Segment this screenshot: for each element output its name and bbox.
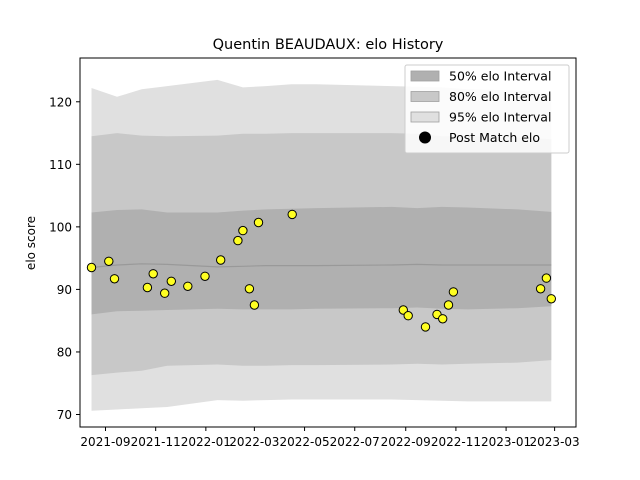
post-match-elo-point bbox=[253, 217, 264, 228]
post-match-elo-point bbox=[420, 322, 431, 332]
x-tick-label: 2022-09 bbox=[381, 435, 431, 449]
y-tick-label: 90 bbox=[57, 283, 72, 297]
x-tick-label: 2022-07 bbox=[330, 435, 380, 449]
post-match-elo-point bbox=[104, 256, 114, 266]
band-50-interval bbox=[91, 206, 552, 315]
x-tick-label: 2023-03 bbox=[530, 435, 580, 449]
y-tick-label: 70 bbox=[57, 408, 72, 422]
post-match-elo-point bbox=[249, 300, 260, 310]
legend-box bbox=[404, 64, 570, 154]
post-match-elo-point bbox=[287, 209, 297, 220]
x-tick-label: 2021-11 bbox=[131, 435, 181, 449]
legend-marker bbox=[419, 131, 431, 144]
post-match-elo-point bbox=[109, 274, 120, 284]
legend-label: 50% elo Interval bbox=[449, 69, 551, 84]
legend-label: 80% elo Interval bbox=[449, 89, 551, 104]
post-match-elo-point bbox=[148, 269, 158, 279]
chart-title: Quentin BEAUDAUX: elo History bbox=[213, 37, 444, 53]
post-match-elo-point bbox=[142, 282, 153, 293]
axes-frame bbox=[79, 57, 577, 428]
median-line bbox=[91, 263, 552, 269]
post-match-elo-point bbox=[443, 300, 454, 310]
post-match-elo-point bbox=[233, 235, 243, 246]
post-match-elo-point bbox=[160, 288, 170, 298]
legend-swatch bbox=[410, 91, 440, 102]
post-match-elo-point bbox=[200, 271, 210, 281]
y-tick-label: 110 bbox=[49, 158, 72, 172]
post-match-elo-point bbox=[238, 225, 248, 236]
y-tick-label: 100 bbox=[49, 220, 72, 234]
post-match-elo-point bbox=[86, 262, 97, 273]
post-match-elo-point bbox=[403, 311, 413, 321]
legend-swatch bbox=[410, 70, 440, 82]
legend-label: Post Match elo bbox=[449, 130, 540, 145]
legend-swatch bbox=[410, 111, 440, 123]
x-tick-label: 2023-01 bbox=[481, 435, 531, 449]
x-tick-label: 2022-11 bbox=[431, 435, 481, 449]
post-match-elo-point bbox=[183, 281, 193, 291]
post-match-elo-point bbox=[535, 284, 546, 294]
post-match-elo-point bbox=[438, 314, 448, 324]
legend: 50% elo Interval 80% elo Interval 95% elo … bbox=[404, 64, 570, 154]
post-match-elo-point bbox=[166, 276, 177, 286]
x-tick-label: 2021-09 bbox=[80, 435, 130, 449]
y-axis-label: elo score bbox=[24, 216, 38, 270]
post-match-elo-point bbox=[244, 284, 255, 294]
post-match-elo-point bbox=[448, 287, 459, 297]
y-tick-label: 120 bbox=[49, 95, 72, 109]
plot-area bbox=[86, 79, 556, 411]
post-match-elo-point bbox=[216, 255, 226, 265]
y-tick-label: 80 bbox=[57, 345, 72, 359]
post-match-elo-point bbox=[541, 273, 552, 283]
x-tick-label: 2022-01 bbox=[181, 435, 231, 449]
post-match-elo-point bbox=[546, 294, 556, 304]
x-tick-label: 2022-03 bbox=[229, 435, 279, 449]
legend-label: 95% elo Interval bbox=[449, 110, 551, 125]
x-tick-label: 2022-05 bbox=[279, 435, 329, 449]
